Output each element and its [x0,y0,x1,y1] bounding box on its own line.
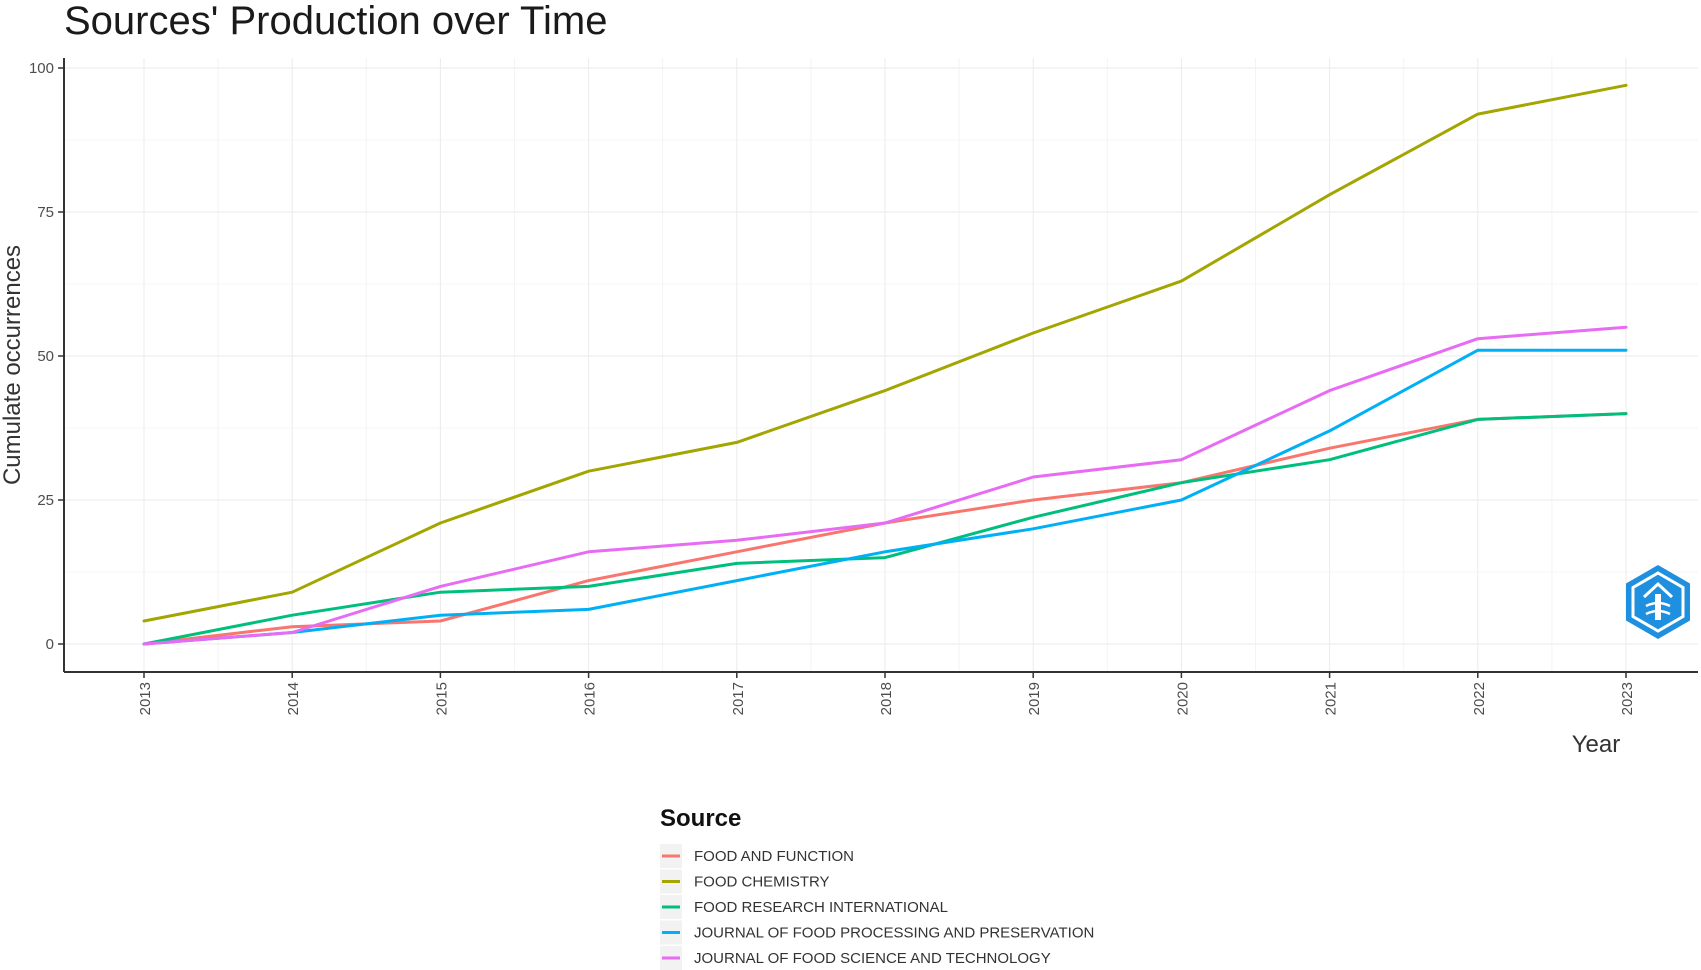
legend-label: FOOD RESEARCH INTERNATIONAL [694,899,948,916]
legend-label: JOURNAL OF FOOD PROCESSING AND PRESERVAT… [694,925,1094,942]
x-tick-label: 2014 [285,682,302,715]
series-line-2 [142,83,1628,623]
x-tick-label: 2022 [1471,682,1488,715]
y-tick-label: 50 [37,348,54,365]
series-line-5 [142,325,1628,646]
legend-title: Source [660,805,741,832]
x-tick-label: 2021 [1323,682,1340,715]
series-lines [142,83,1628,646]
x-tick-label: 2013 [137,682,154,715]
legend-items: FOOD AND FUNCTION FOOD CHEMISTRY FOOD RESE… [660,844,1094,970]
x-tick-label: 2016 [582,682,599,715]
y-tick-label: 25 [37,492,54,509]
legend-label: JOURNAL OF FOOD SCIENCE AND TECHNOLOGY [694,950,1051,967]
x-tick-label: 2020 [1174,682,1191,715]
y-tick-label: 0 [46,636,54,653]
x-tick-label: 2019 [1026,682,1043,715]
legend-label: FOOD CHEMISTRY [694,874,830,891]
x-tick-label: 2017 [730,682,747,715]
x-tick-label: 2015 [433,682,450,715]
y-axis-ticks: 0 25 50 75 100 [29,60,64,653]
y-axis-title: Cumulate occurrences [0,245,26,485]
y-tick-label: 100 [29,60,54,77]
y-tick-label: 75 [37,204,54,221]
chart-title: Sources' Production over Time [64,0,607,43]
legend-label: FOOD AND FUNCTION [694,848,854,865]
x-tick-label: 2023 [1619,682,1636,715]
x-tick-label: 2018 [878,682,895,715]
series-line-3 [142,412,1628,646]
series-line-4 [142,348,1628,646]
x-axis-title: Year [1572,731,1621,758]
hexagon-logo-icon [1626,565,1690,639]
x-axis-ticks: 2013 2014 2015 2016 2017 2018 2019 2020 2021 2022… [137,672,1636,715]
